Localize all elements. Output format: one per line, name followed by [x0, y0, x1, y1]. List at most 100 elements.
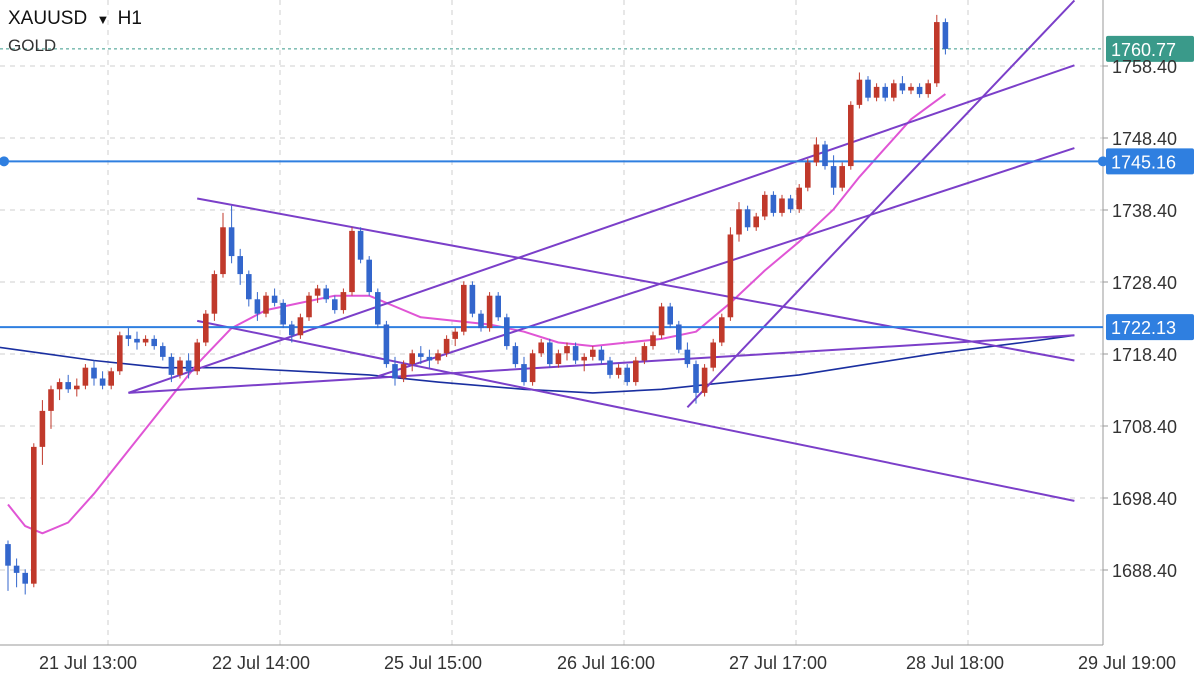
- candle-body: [736, 209, 742, 235]
- candle-body: [495, 295, 501, 318]
- candle-body: [426, 356, 433, 361]
- trendline: [196, 319, 1075, 502]
- timeframe-label[interactable]: H1: [117, 8, 142, 29]
- candle-body: [108, 371, 114, 386]
- candle-body: [684, 349, 691, 365]
- price-tag: [1106, 314, 1194, 341]
- candle-body: [237, 256, 243, 275]
- candle-body: [56, 382, 63, 390]
- candle-body: [194, 342, 200, 372]
- y-tick-label: 1718.40: [1112, 345, 1177, 365]
- candle-body: [13, 565, 20, 573]
- candle-body: [925, 83, 931, 95]
- x-tick-label: 28 Jul 18:00: [906, 653, 1004, 673]
- candle-body: [323, 288, 329, 300]
- candle-body: [125, 335, 132, 339]
- candle-body: [787, 198, 794, 210]
- candle-body: [710, 342, 716, 368]
- candle-body: [727, 234, 734, 318]
- caret-down-icon[interactable]: ▼: [96, 12, 110, 27]
- y-axis-ticks: 1758.40 1748.40 1738.40 1728.40 1718.40 1708.…: [1103, 57, 1177, 581]
- candle-body: [521, 364, 527, 383]
- chart-axes: [0, 0, 1104, 646]
- symbol-label[interactable]: XAUUSD: [8, 8, 88, 29]
- y-tick-label: 1708.40: [1112, 417, 1177, 437]
- moving-average-fast: [7, 93, 946, 535]
- y-tick-label: 1758.40: [1112, 57, 1177, 77]
- candle-body: [538, 342, 544, 354]
- candle-body: [203, 313, 209, 343]
- candle-body: [383, 324, 390, 365]
- candle-body: [211, 274, 218, 314]
- candle-body: [357, 230, 364, 260]
- instrument-name: GOLD: [8, 36, 57, 55]
- candle-body: [409, 353, 415, 365]
- candle-body: [512, 346, 519, 365]
- candle-body: [22, 572, 28, 584]
- candle-body: [856, 79, 863, 105]
- candle-body: [839, 166, 845, 188]
- y-tick-label: 1728.40: [1112, 273, 1177, 293]
- chart-grid: [0, 0, 1103, 645]
- candle-body: [650, 335, 656, 347]
- candle-body: [667, 306, 673, 325]
- candle-body: [486, 295, 493, 329]
- price-tag: [1106, 35, 1194, 62]
- candle-body: [246, 274, 252, 300]
- x-tick-label: 25 Jul 15:00: [384, 653, 482, 673]
- x-tick-label: 26 Jul 16:00: [557, 653, 655, 673]
- y-tick-label: 1748.40: [1112, 129, 1177, 149]
- candle-body: [478, 313, 484, 329]
- candle-body: [314, 288, 321, 296]
- candle-body: [770, 194, 777, 213]
- candle-body: [882, 86, 888, 98]
- candle-body: [615, 367, 622, 375]
- price-tags: 1760.77 1745.16 1722.13: [1106, 35, 1194, 341]
- candle-body: [461, 284, 467, 332]
- candle-body: [48, 389, 54, 411]
- candle-body: [873, 86, 880, 98]
- candle-body: [160, 346, 166, 357]
- candle-body: [117, 335, 123, 372]
- candle-body: [916, 86, 923, 95]
- candle-body: [443, 338, 450, 354]
- candle-body: [392, 364, 398, 379]
- y-tick-label: 1698.40: [1112, 489, 1177, 509]
- candle-body: [719, 317, 725, 343]
- candle-body: [753, 216, 759, 228]
- candle-body: [289, 324, 295, 336]
- candle-body: [934, 22, 940, 84]
- candle-body: [848, 104, 854, 167]
- candle-body: [177, 360, 183, 375]
- candle-body: [529, 353, 536, 383]
- candle-body: [375, 292, 381, 325]
- price-tag-label: 1760.77: [1111, 40, 1176, 60]
- price-tag-label: 1745.16: [1111, 152, 1176, 172]
- trendline: [377, 147, 1075, 378]
- chart-header[interactable]: XAUUSD ▼ H1: [8, 8, 142, 30]
- candle-body: [254, 299, 261, 314]
- candle-body: [280, 302, 286, 325]
- x-tick-label: 21 Jul 13:00: [39, 653, 137, 673]
- candle-body: [572, 346, 579, 361]
- candle-body: [469, 284, 476, 314]
- candle-body: [796, 187, 802, 210]
- candle-body: [220, 227, 226, 275]
- x-tick-label: 29 Jul 19:00: [1078, 653, 1176, 673]
- candle-body: [908, 86, 914, 91]
- candle-body: [91, 367, 97, 379]
- y-tick-label: 1688.40: [1112, 561, 1177, 581]
- trendline: [128, 334, 1075, 394]
- candle-body: [779, 198, 785, 213]
- candle-body: [168, 356, 175, 375]
- candle-body: [813, 144, 820, 163]
- price-tag-label: 1722.13: [1111, 318, 1176, 338]
- candle-body: [271, 295, 278, 303]
- candle-body: [891, 83, 897, 98]
- x-tick-label: 27 Jul 17:00: [729, 653, 827, 673]
- candle-body: [693, 364, 699, 393]
- candle-body: [99, 378, 106, 386]
- candle-body: [865, 79, 871, 98]
- x-axis-ticks: 21 Jul 13:00 22 Jul 14:00 25 Jul 15:00 26 J…: [39, 653, 1176, 673]
